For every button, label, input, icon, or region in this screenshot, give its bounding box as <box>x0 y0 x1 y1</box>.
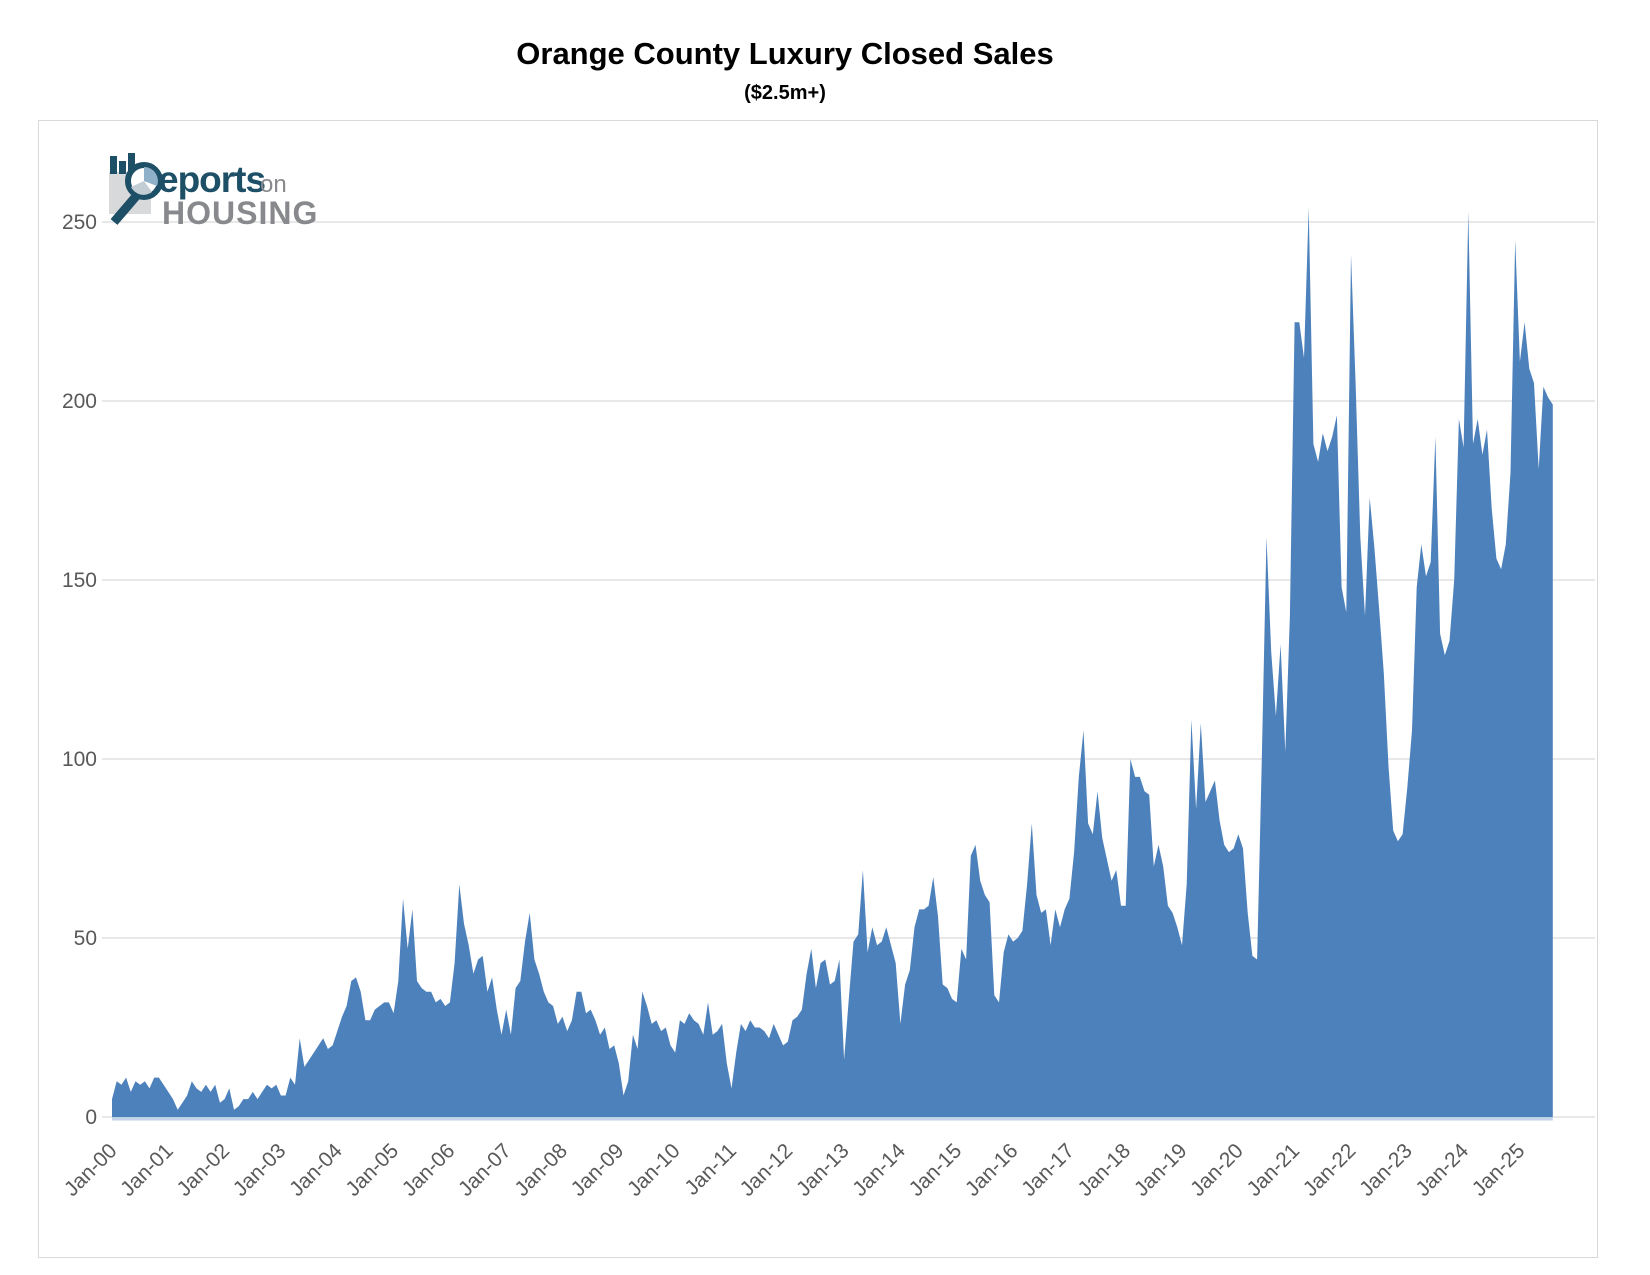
x-axis-label-Jan-07: Jan-07 <box>454 1139 516 1201</box>
x-axis-label-Jan-10: Jan-10 <box>623 1139 685 1201</box>
x-axis-label-Jan-15: Jan-15 <box>905 1139 967 1201</box>
x-axis-label-Jan-04: Jan-04 <box>285 1139 347 1201</box>
x-axis-label-Jan-18: Jan-18 <box>1074 1139 1136 1201</box>
bar-chart-icon <box>128 153 135 174</box>
logo-word-reports: eports <box>158 159 266 200</box>
x-axis-label-Jan-03: Jan-03 <box>229 1139 291 1201</box>
x-axis-label-Jan-16: Jan-16 <box>961 1139 1023 1201</box>
x-axis-label-Jan-08: Jan-08 <box>510 1139 572 1201</box>
y-axis-label-200: 200 <box>62 390 97 413</box>
chart-title: Orange County Luxury Closed Sales <box>516 36 1054 71</box>
logo-word-on: on <box>260 171 287 198</box>
y-axis-label-0: 0 <box>85 1106 97 1129</box>
logo-word-housing: HOUSING <box>162 195 318 231</box>
area-series <box>112 207 1553 1117</box>
reports-on-housing-logo: eports on HOUSING <box>109 153 318 231</box>
y-axis-label-100: 100 <box>62 748 97 771</box>
y-axis-label-150: 150 <box>62 569 97 592</box>
chart-subtitle: ($2.5m+) <box>744 82 826 104</box>
x-axis-label-Jan-21: Jan-21 <box>1242 1139 1304 1201</box>
x-axis-label-Jan-19: Jan-19 <box>1130 1139 1192 1201</box>
logo-icon <box>109 153 163 225</box>
x-axis-label-Jan-17: Jan-17 <box>1017 1139 1079 1201</box>
pie-slice-icon <box>144 167 158 186</box>
x-axis-label-Jan-11: Jan-11 <box>680 1139 741 1200</box>
series-baseline-shadow <box>112 1117 1553 1121</box>
bar-chart-icon <box>110 156 117 174</box>
x-axis-label-Jan-05: Jan-05 <box>341 1139 403 1201</box>
x-axis-label-Jan-06: Jan-06 <box>398 1139 460 1201</box>
x-axis-label-Jan-14: Jan-14 <box>848 1139 910 1201</box>
magnifier-handle-icon <box>110 191 142 225</box>
x-axis-label-Jan-09: Jan-09 <box>567 1139 629 1201</box>
y-axis-label-50: 50 <box>74 927 97 950</box>
pie-slice-icon <box>131 181 152 195</box>
x-axis-label-Jan-24: Jan-24 <box>1411 1139 1473 1201</box>
x-axis-label-Jan-20: Jan-20 <box>1186 1139 1248 1201</box>
x-axis-label-Jan-22: Jan-22 <box>1299 1139 1361 1201</box>
x-axis-label-Jan-12: Jan-12 <box>736 1139 798 1201</box>
bar-chart-icon <box>119 161 126 174</box>
y-axis-label-250: 250 <box>62 211 97 234</box>
x-axis-label-Jan-01: Jan-01 <box>116 1139 178 1201</box>
x-axis-label-Jan-00: Jan-00 <box>60 1139 122 1201</box>
x-axis-label-Jan-13: Jan-13 <box>792 1139 854 1201</box>
x-axis-label-Jan-23: Jan-23 <box>1355 1139 1417 1201</box>
x-axis-label-Jan-02: Jan-02 <box>172 1139 234 1201</box>
x-axis-label-Jan-25: Jan-25 <box>1468 1139 1530 1201</box>
